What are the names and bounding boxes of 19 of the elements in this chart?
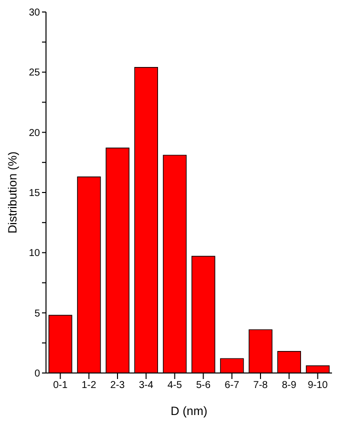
x-tick-label: 7-8: [253, 380, 268, 392]
x-tick-label: 6-7: [224, 380, 240, 392]
x-tick-label: 1-2: [82, 380, 97, 392]
x-tick-label: 9-10: [308, 380, 328, 392]
y-tick-label: 15: [28, 188, 40, 200]
y-tick-label: 25: [28, 68, 40, 79]
y-tick-label: 30: [28, 8, 40, 19]
x-axis-title: D (nm): [170, 404, 208, 418]
y-tick-label: 0: [34, 368, 40, 380]
x-tick-label: 0-1: [53, 380, 68, 392]
x-tick-label: 3-4: [138, 380, 154, 392]
y-axis-title: Distribution (%): [5, 151, 20, 234]
x-tick-label: 8-9: [282, 380, 297, 392]
x-tick-label: 5-6: [196, 380, 211, 392]
y-tick-label: 10: [28, 248, 40, 260]
x-tick-label: 2-3: [110, 380, 126, 392]
y-tick-label: 20: [28, 128, 40, 139]
x-tick-label: 4-5: [167, 380, 182, 392]
y-tick-label: 5: [34, 308, 40, 320]
